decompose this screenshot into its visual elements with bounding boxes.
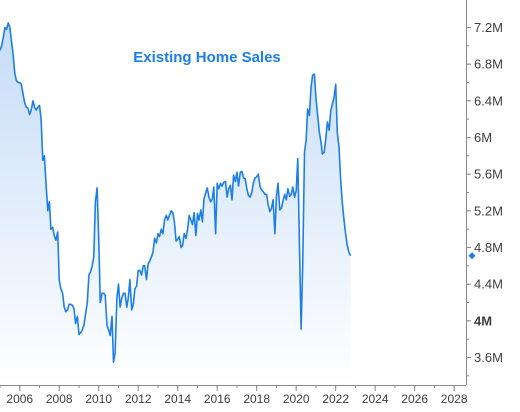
last-value-marker bbox=[468, 252, 476, 260]
y-tick-label: 3.6M bbox=[474, 350, 503, 365]
x-tick-label: 2024 bbox=[362, 392, 389, 406]
x-tick-label: 2028 bbox=[441, 392, 468, 406]
y-tick-label: 4.8M bbox=[474, 240, 503, 255]
x-tick-label: 2014 bbox=[164, 392, 191, 406]
x-tick-label: 2022 bbox=[322, 392, 349, 406]
y-tick-label: 4.4M bbox=[474, 277, 503, 292]
y-tick-label: 7.2M bbox=[474, 20, 503, 35]
y-tick-label: 4M bbox=[474, 313, 492, 328]
x-tick-label: 2008 bbox=[46, 392, 73, 406]
x-tick-label: 2006 bbox=[6, 392, 33, 406]
y-tick-label: 5.2M bbox=[474, 203, 503, 218]
y-tick-label: 6.8M bbox=[474, 57, 503, 72]
y-tick-label: 5.6M bbox=[474, 167, 503, 182]
x-tick-label: 2012 bbox=[125, 392, 152, 406]
x-tick-label: 2020 bbox=[283, 392, 310, 406]
x-tick-label: 2010 bbox=[85, 392, 112, 406]
x-tick-label: 2026 bbox=[401, 392, 428, 406]
y-tick-label: 6M bbox=[474, 130, 492, 145]
sales-line bbox=[0, 22, 352, 363]
x-tick-label: 2018 bbox=[243, 392, 270, 406]
y-tick-label: 6.4M bbox=[474, 93, 503, 108]
sales-area-fill bbox=[0, 22, 351, 386]
x-tick-label: 2016 bbox=[204, 392, 231, 406]
chart-title: Existing Home Sales bbox=[133, 49, 281, 66]
